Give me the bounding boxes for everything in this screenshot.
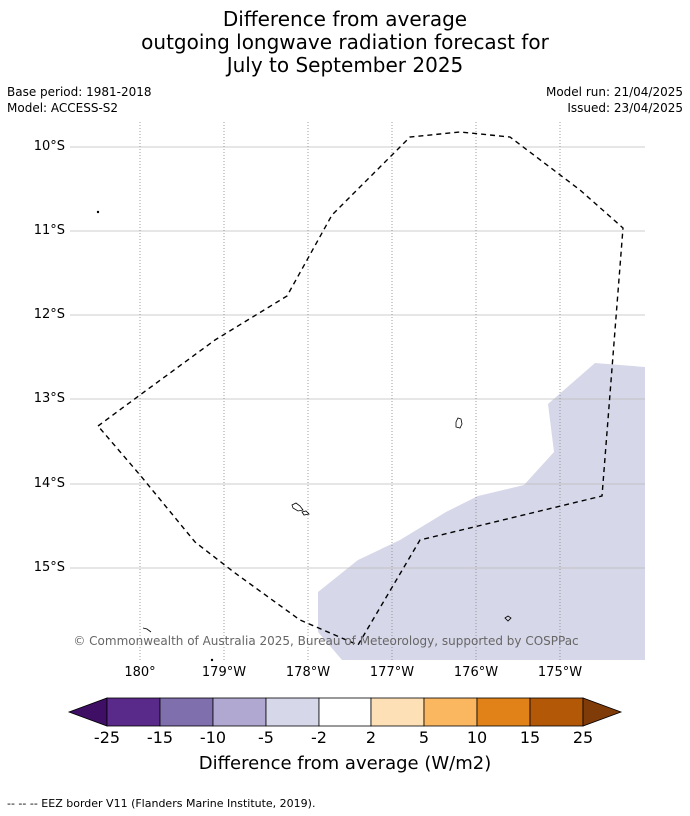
island-s [210,658,214,662]
colorbar-extend-low [67,697,108,727]
colorbar-bin-8 [476,697,531,727]
title-line-3: July to September 2025 [226,53,464,77]
colorbar-bin-5 [318,697,372,727]
lon-label-176w: 176°W [453,665,499,680]
cb-tick-5: -2 [311,728,327,747]
eez-border [96,131,624,646]
lon-label-175w: 175°W [537,665,583,680]
chart-title: Difference from average outgoing longwav… [0,8,690,77]
meta-left: Base period: 1981-2018 Model: ACCESS-S2 [7,84,152,116]
cb-tick-8: 10 [466,728,488,747]
lon-label-177w: 177°W [369,665,415,680]
base-period: Base period: 1981-2018 [7,85,152,99]
anomaly-shaded-region [318,363,645,660]
colorbar-bin-6 [370,697,425,727]
cb-tick-2: -15 [146,728,174,747]
lat-label-15s: 15°S [33,560,65,575]
lon-label-180: 180° [124,665,156,680]
lat-label-10s: 10°S [33,139,65,154]
lat-label-13s: 13°S [33,391,65,406]
colorbar-bin-3 [212,697,267,727]
cb-tick-3: -10 [199,728,227,747]
issued-date: Issued: 23/04/2025 [567,101,683,115]
lon-label-179w: 179°W [201,665,247,680]
island-east [455,417,463,429]
colorbar-title: Difference from average (W/m2) [198,753,492,774]
colorbar-extend-high [582,697,623,727]
cb-tick-1: -25 [93,728,121,747]
colorbar-bin-1 [106,697,161,727]
cb-tick-6: 2 [365,728,377,747]
eez-legend-note: -- -- -- EEZ border V11 (Flanders Marine… [7,797,316,810]
cb-tick-4: -5 [258,728,274,747]
cb-tick-7: 5 [418,728,430,747]
lat-label-11s: 11°S [33,223,65,238]
model-name: Model: ACCESS-S2 [7,101,119,115]
title-line-1: Difference from average [222,7,468,31]
colorbar-bin-7 [423,697,478,727]
cb-tick-10: 25 [572,728,594,747]
colorbar-bin-4 [265,697,320,727]
island-south [504,615,512,622]
latitude-gridlines [70,146,645,569]
island-wallis [291,502,304,512]
title-line-2: outgoing longwave radiation forecast for [141,30,549,54]
lat-label-12s: 12°S [33,307,65,322]
colorbar [67,697,623,727]
island-sw [142,627,152,633]
island-wallis-2 [301,510,310,516]
cb-tick-9: 15 [519,728,541,747]
islands [96,210,512,662]
copyright-notice: © Commonwealth of Australia 2025, Bureau… [73,634,578,648]
meta-right: Model run: 21/04/2025 Issued: 23/04/2025 [546,84,683,116]
model-run: Model run: 21/04/2025 [545,85,683,99]
colorbar-bin-9 [529,697,584,727]
colorbar-bin-2 [159,697,214,727]
lon-label-178w: 178°W [285,665,331,680]
lat-label-14s: 14°S [33,476,65,491]
island-nw [96,210,100,214]
